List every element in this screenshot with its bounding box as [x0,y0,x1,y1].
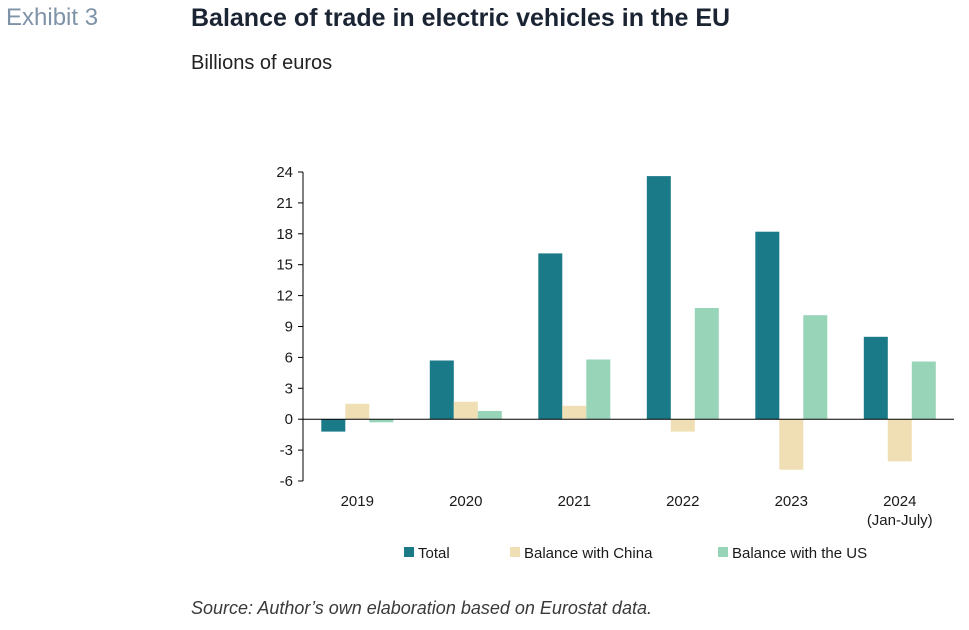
bar-total-2023 [755,231,780,420]
bar-balance-with-the-us-2024 [911,361,936,420]
y-tick-label: 6 [285,349,293,366]
bar-total-2019 [321,419,346,432]
x-tick-label: 2022 [666,493,699,510]
bar-balance-with-the-us-2019 [369,419,394,423]
y-tick-label: -6 [280,473,293,490]
y-tick-label: 21 [276,195,293,212]
bar-chart: 24 21 18 15 12 9 6 3 0 -3 -6 2019 2020 2021 2022 2023 20… [276,164,954,562]
x-tick-label: 2020 [449,493,482,510]
legend-label-balance-with-china: Balance with China [524,545,653,562]
x-tick-label: 2021 [558,493,591,510]
y-tick-label: 9 [285,319,293,336]
bar-balance-with-china-2024 [887,419,912,462]
y-tick-label: 15 [276,257,293,274]
bar-total-2021 [538,253,563,420]
chart-subtitle: Billions of euros [191,52,333,74]
bar-balance-with-china-2020 [453,401,478,420]
bar-balance-with-the-us-2021 [586,359,611,420]
legend-label-total: Total [418,545,450,562]
y-tick-label: 3 [285,380,293,397]
x-tick-label: 2019 [341,493,374,510]
legend-swatch-balance-with-china [510,547,520,557]
y-tick-label: 0 [285,411,293,428]
exhibit-label: Exhibit 3 [6,4,99,31]
y-tick-label: 18 [276,226,293,243]
bar-balance-with-china-2023 [779,419,804,470]
legend-label-balance-with-the-us: Balance with the US [732,545,867,562]
legend-swatch-total [404,547,414,557]
source-note: Source: Author’s own elaboration based o… [191,598,652,618]
chart-title: Balance of trade in electric vehicles in… [191,4,731,32]
bar-balance-with-the-us-2022 [694,308,719,420]
bar-total-2024 [863,336,888,420]
y-tick-label: -3 [280,442,293,459]
bar-balance-with-the-us-2023 [803,315,828,420]
y-tick-label: 24 [276,164,293,181]
x-tick-label: 2024 (Jan-July) [867,493,933,529]
legend-swatch-balance-with-the-us [718,547,728,557]
bar-balance-with-china-2021 [562,405,587,420]
bar-balance-with-china-2022 [670,419,695,432]
x-tick-label: 2023 [775,493,808,510]
y-tick-label: 12 [276,288,293,305]
bar-balance-with-the-us-2020 [477,411,502,420]
bar-balance-with-china-2019 [345,403,370,420]
bar-total-2022 [646,176,671,420]
bar-total-2020 [429,360,454,420]
